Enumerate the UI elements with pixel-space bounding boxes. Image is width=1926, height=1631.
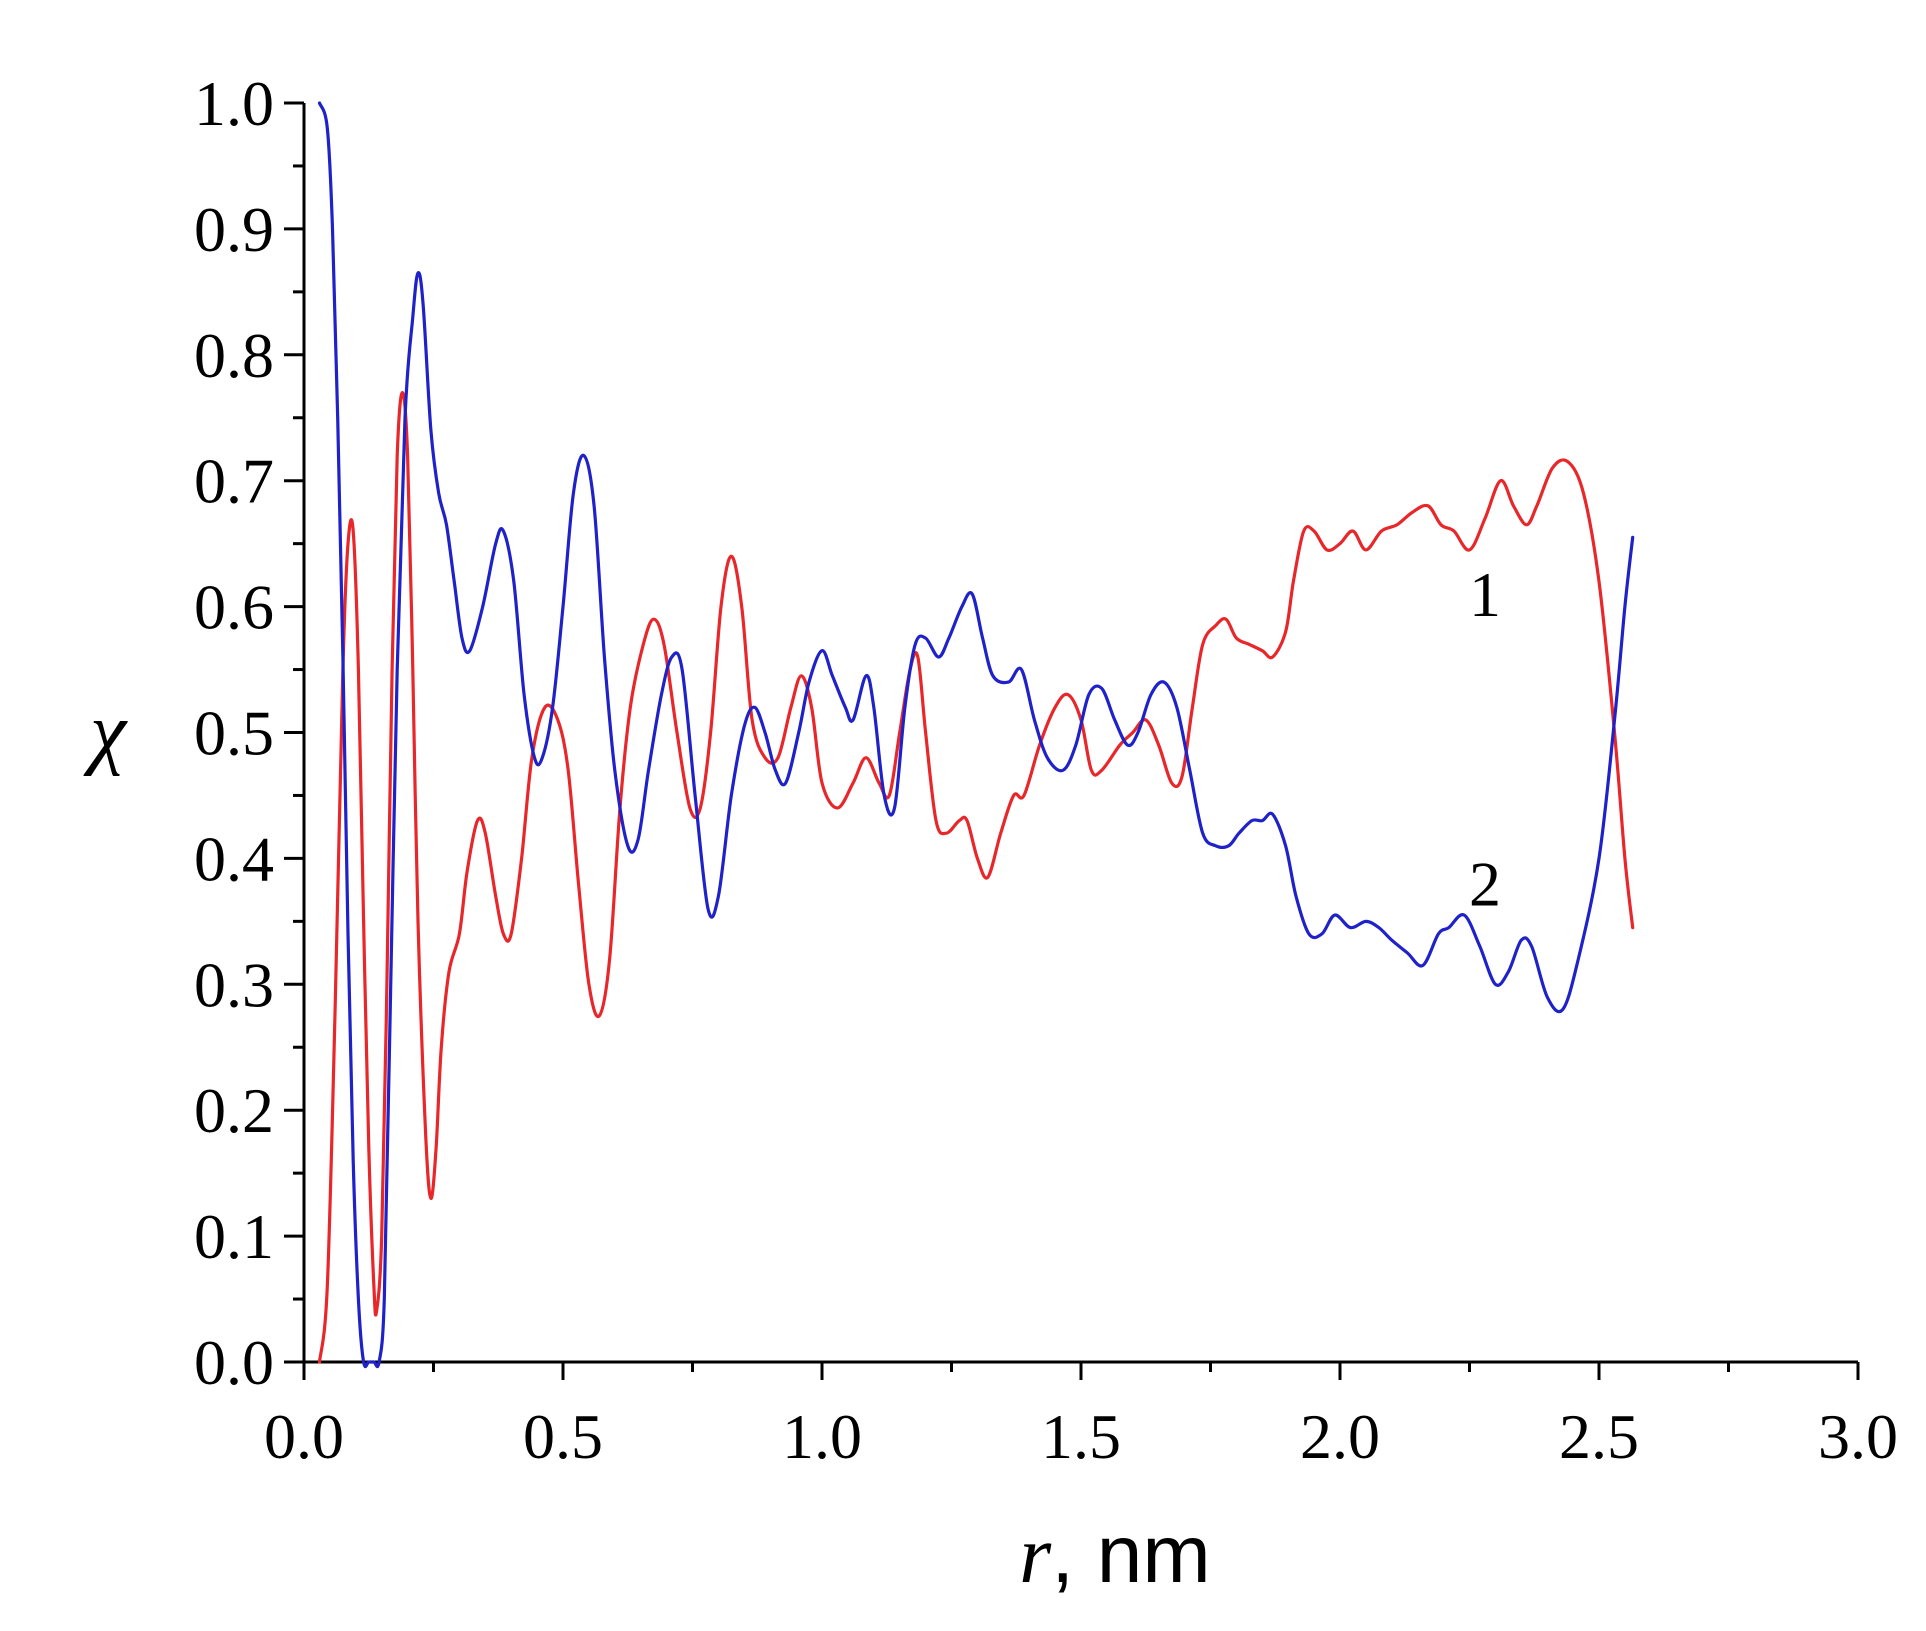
y-tick-label: 0.7 <box>194 446 274 517</box>
y-tick-label: 0.5 <box>194 698 274 769</box>
series-line-2 <box>317 101 1635 1369</box>
y-tick-label: 0.6 <box>194 572 274 643</box>
x-axis-label-symbol: r <box>1019 1509 1052 1600</box>
x-tick-label: 0.5 <box>523 1401 603 1472</box>
x-tick-label: 0.0 <box>264 1401 344 1472</box>
x-tick-label: 2.0 <box>1300 1401 1380 1472</box>
curve-label-2: 2 <box>1469 849 1501 920</box>
y-tick-label: 0.9 <box>194 194 274 265</box>
series-layer <box>317 101 1635 1369</box>
x-tick-label: 3.0 <box>1818 1401 1898 1472</box>
x-axis-label: r, nm <box>1019 1509 1210 1600</box>
y-tick-label: 1.0 <box>194 68 274 139</box>
curve-label-1: 1 <box>1469 559 1501 630</box>
y-tick-label: 0.4 <box>194 823 274 894</box>
y-axis-label: χ <box>83 686 128 777</box>
curve-labels: 12 <box>1469 559 1501 920</box>
x-axis-label-unit: , nm <box>1051 1509 1210 1600</box>
series-line-1 <box>317 391 1635 1364</box>
y-tick-label: 0.2 <box>194 1075 274 1146</box>
y-tick-label: 0.0 <box>194 1327 274 1398</box>
x-tick-label: 1.5 <box>1041 1401 1121 1472</box>
y-axis-ticks: 0.0 0.1 0.2 0.3 0.4 0.5 0.6 0.7 0.8 0.9 1.0 <box>194 68 304 1398</box>
y-tick-label: 0.1 <box>194 1201 274 1272</box>
x-tick-label: 2.5 <box>1559 1401 1639 1472</box>
x-tick-label: 1.0 <box>782 1401 862 1472</box>
y-tick-label: 0.3 <box>194 949 274 1020</box>
x-axis-ticks: 0.0 0.5 1.0 1.5 2.0 2.5 3.0 <box>264 1362 1898 1472</box>
y-tick-label: 0.8 <box>194 320 274 391</box>
